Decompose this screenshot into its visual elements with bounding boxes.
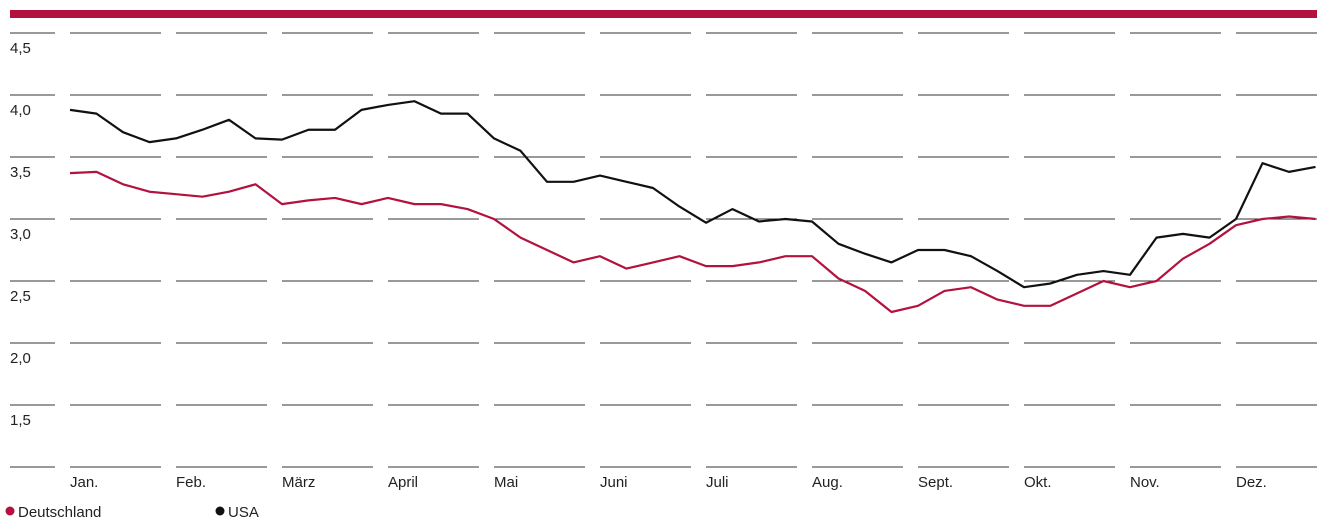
x-tick-label: Sept. [918, 474, 953, 491]
legend-marker [215, 506, 225, 516]
x-tick-label: Aug. [812, 474, 843, 491]
y-tick-label: 4,5 [10, 40, 31, 57]
x-tick-label: Juni [600, 474, 628, 491]
legend-marker [5, 506, 15, 516]
x-tick-label: April [388, 474, 418, 491]
y-tick-label: 2,5 [10, 288, 31, 305]
y-tick-label: 4,0 [10, 102, 31, 119]
x-tick-label: Dez. [1236, 474, 1267, 491]
x-tick-label: Juli [706, 474, 729, 491]
x-tick-label: März [282, 474, 315, 491]
y-tick-label: 2,0 [10, 350, 31, 367]
y-tick-label: 3,0 [10, 226, 31, 243]
line [69, 170, 1316, 314]
y-tick-label: 1,5 [10, 412, 31, 429]
x-tick-label: Nov. [1130, 474, 1160, 491]
top-bar [10, 10, 1317, 18]
x-tick-label: Feb. [176, 474, 206, 491]
x-tick-label: Mai [494, 474, 518, 491]
legend-label: USA [228, 504, 259, 519]
line [69, 100, 1316, 289]
y-tick-label: 3,5 [10, 164, 31, 181]
legend-label: Deutschland [18, 504, 101, 519]
x-tick-label: Okt. [1024, 474, 1052, 491]
x-tick-label: Jan. [70, 474, 98, 491]
